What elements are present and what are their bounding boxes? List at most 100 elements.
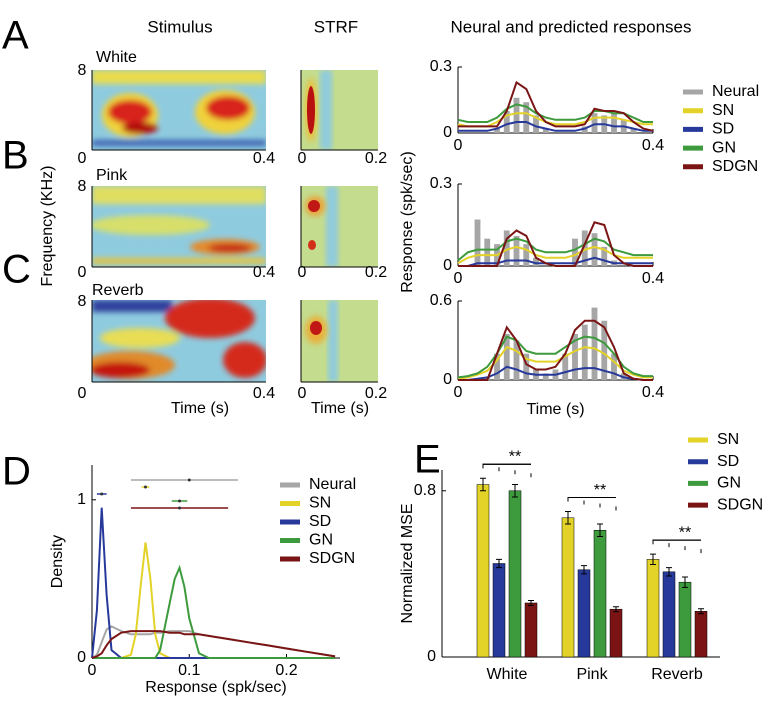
annotation: ** [509,449,521,466]
bar [591,233,598,266]
bar [562,353,569,380]
bar [601,246,608,266]
y-tick-label: 0.3 [430,175,452,192]
bar [591,113,598,133]
legend-label: Neural [712,83,759,100]
bar [523,244,530,266]
legend-label: SD [712,121,734,138]
legend-label: Neural [309,476,356,493]
bar [581,126,588,133]
tick-label: 0.4 [253,150,275,167]
bar [601,320,608,380]
x-tick-label: White [487,666,528,683]
bar [646,559,660,658]
bar [694,611,708,658]
error-bar [682,576,688,588]
significance-bracket [482,463,531,475]
bar [581,324,588,380]
bar [503,230,510,266]
condition-label: Reverb [92,282,144,299]
panel-label: D [2,450,31,494]
significance-bracket [652,539,701,551]
error-bar [650,553,656,566]
legend-label: GN [309,532,333,549]
bar [572,333,578,380]
series-line [91,507,336,659]
bar [581,230,588,266]
tick-label: 8 [78,293,87,310]
tick-label: 0 [78,264,87,281]
bar [484,238,491,266]
series-line [457,112,653,128]
tick-label: 0 [78,385,87,402]
legend-label: SN [717,431,739,448]
bar [542,373,549,380]
y-tick-label: 0.3 [430,58,452,75]
bar [503,111,510,133]
x-tick-label: 0.2 [275,662,297,679]
error-bar [528,599,534,606]
tick-label: 0.4 [253,385,275,402]
x-axis-label: Time (s) [526,401,584,418]
y-axis-label: Normalized MSE [399,503,416,623]
significance-bracket [482,463,532,478]
bar [523,353,530,380]
tick-label: 0 [78,150,87,167]
bar [591,307,598,380]
x-tick-label: 0 [88,662,97,679]
column-title: Stimulus [147,17,212,36]
tick-label: 0.2 [365,264,387,281]
axis-label: Time (s) [311,400,369,417]
y-tick-label: 0 [443,371,452,388]
error-bar [496,558,502,569]
tick-label: 8 [78,178,87,195]
bar [630,128,637,133]
interval-mean [178,499,182,503]
legend-label: SDGN [309,550,355,567]
x-tick-label: 0 [454,384,463,401]
bar [609,608,623,658]
legend-label: SN [309,495,331,512]
column-title: Neural and predicted responses [451,17,692,36]
panel-label: B [2,134,29,178]
x-tick-label: 0.4 [642,270,664,287]
panel-label: C [2,248,31,292]
series-line [92,564,336,659]
bar [503,333,510,380]
bar [611,353,617,380]
y-tick-label: 1 [77,491,86,508]
column-title: STRF [314,17,358,36]
bar [678,581,692,658]
x-tick-label: 0 [454,270,463,287]
bar [572,238,578,266]
interval-mean [178,506,182,510]
bar [513,235,520,266]
series-line [458,365,653,381]
bar [508,490,522,658]
significance-bracket [652,539,702,554]
significance-bracket [567,497,616,505]
interval-mean [143,485,147,489]
x-tick-label: 0 [454,137,463,154]
y-tick-label: 0.6 [430,292,452,309]
spectrogram-image [92,70,266,150]
error-bar [597,523,603,537]
legend-label: SDGN [712,158,758,175]
legend-label: GN [717,475,741,492]
error-bar [666,567,672,577]
bar [513,340,520,380]
bar [542,128,549,133]
bar [523,102,530,133]
bar [577,569,591,658]
tick-label: 0 [298,264,307,281]
bar [513,97,520,133]
bar [524,602,538,658]
interval-mean [100,492,104,496]
series-line [457,345,653,380]
legend-label: SN [712,102,734,119]
bar [474,219,481,266]
significance-bracket [567,497,616,508]
bar [494,353,500,380]
tick-label: 0.4 [253,264,275,281]
